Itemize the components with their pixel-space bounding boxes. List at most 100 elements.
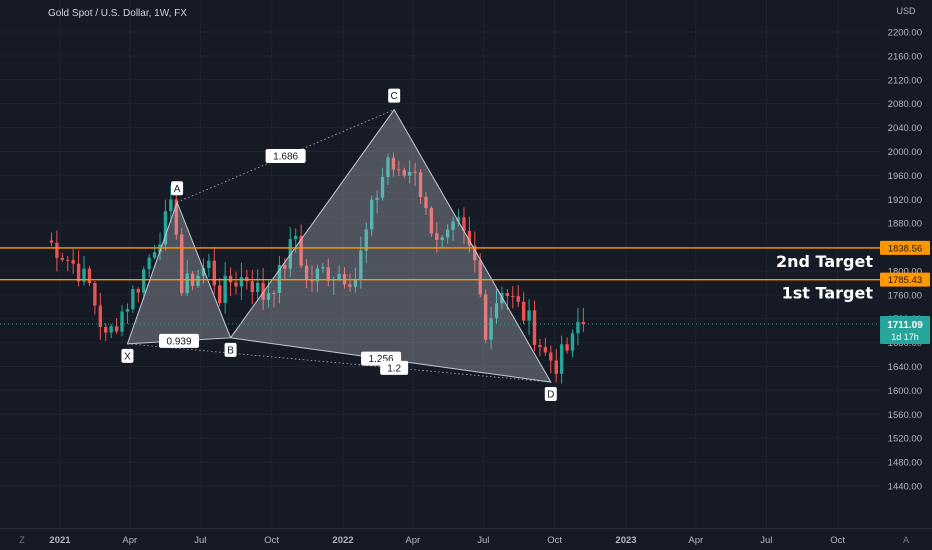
time-tick-label: Apr bbox=[122, 535, 137, 546]
candle-body bbox=[125, 309, 130, 312]
candle-body bbox=[109, 326, 113, 333]
ratio-label: 1.2 bbox=[380, 360, 409, 375]
candle-body bbox=[104, 326, 108, 333]
price-tick-label: 1520.00 bbox=[888, 434, 922, 445]
time-tick-label: 2022 bbox=[332, 535, 353, 546]
pattern-point-label: C bbox=[391, 91, 398, 102]
candle-body bbox=[397, 169, 401, 171]
candle-body bbox=[500, 293, 504, 304]
price-tick-label: 1480.00 bbox=[888, 458, 922, 469]
ratio-label-box bbox=[265, 148, 306, 163]
candle-body bbox=[538, 345, 542, 348]
timezone-button[interactable]: Z bbox=[19, 535, 25, 545]
price-tick-label: 1640.00 bbox=[888, 362, 922, 373]
candle-body bbox=[261, 282, 265, 300]
pattern-point-label: X bbox=[124, 351, 131, 362]
candle-body bbox=[212, 260, 216, 286]
candle-body bbox=[55, 242, 59, 258]
candle-body bbox=[169, 199, 173, 212]
time-tick-label: 2023 bbox=[615, 535, 636, 546]
target-caption: 1st Target bbox=[782, 284, 874, 303]
candle-body bbox=[527, 310, 531, 321]
price-tick-label: 1760.00 bbox=[888, 290, 922, 301]
candle-body bbox=[348, 284, 352, 287]
candle-body bbox=[152, 252, 157, 258]
candle-body bbox=[223, 275, 227, 304]
candle-body bbox=[429, 208, 434, 234]
auto-scale-button[interactable]: A bbox=[903, 535, 909, 545]
price-tick-label: 2080.00 bbox=[888, 99, 922, 110]
candle-body bbox=[570, 333, 575, 351]
pattern-point-b[interactable]: B bbox=[224, 342, 237, 357]
candle-body bbox=[310, 280, 314, 282]
candle-body bbox=[505, 293, 510, 297]
ratio-label-text: 1.686 bbox=[273, 151, 298, 162]
current-price-tag bbox=[880, 316, 930, 345]
pattern-point-box bbox=[171, 181, 184, 196]
candle-body bbox=[386, 157, 390, 177]
ratio-label: 0.939 bbox=[159, 333, 200, 348]
pattern-point-c[interactable]: C bbox=[388, 88, 401, 103]
candle-body bbox=[473, 245, 477, 261]
ratio-line bbox=[127, 343, 551, 383]
pattern-point-box bbox=[121, 348, 134, 363]
candle-body bbox=[532, 310, 537, 346]
chart-title: Gold Spot / U.S. Dollar, 1W, FX bbox=[48, 8, 187, 19]
candle-body bbox=[76, 263, 81, 282]
pattern-point-x[interactable]: X bbox=[121, 348, 134, 363]
candle-body bbox=[174, 199, 178, 235]
pattern-point-label: D bbox=[547, 390, 554, 401]
ratio-line bbox=[176, 109, 395, 203]
price-tick-label: 1440.00 bbox=[888, 482, 922, 493]
candle-body bbox=[554, 360, 558, 374]
candle-body bbox=[380, 176, 385, 198]
candle-body bbox=[321, 267, 325, 269]
price-axis[interactable]: USD 2200.00 2160.00 2120.00 2080.00 2040.00 20… bbox=[880, 0, 932, 528]
pattern-point-d[interactable]: D bbox=[544, 387, 557, 402]
ratio-label-text: 0.939 bbox=[166, 336, 191, 347]
candle-body bbox=[418, 172, 423, 197]
pattern-point-a[interactable]: A bbox=[171, 181, 184, 196]
ratio-label-box bbox=[159, 333, 200, 348]
candle-body bbox=[66, 259, 70, 261]
candle-body bbox=[370, 199, 374, 230]
candle-body bbox=[272, 293, 276, 295]
candle-body bbox=[201, 268, 206, 276]
candle-body bbox=[82, 268, 86, 282]
price-tick-label: 2120.00 bbox=[888, 75, 922, 86]
candle-body bbox=[467, 230, 472, 246]
candle-body bbox=[304, 265, 309, 281]
candle-body bbox=[353, 279, 358, 287]
candle-body bbox=[294, 235, 298, 240]
candle-body bbox=[180, 234, 184, 294]
target-lines: 2nd Target 1st Target bbox=[0, 247, 880, 325]
price-tick-label: 1600.00 bbox=[888, 386, 922, 397]
candle-body bbox=[71, 260, 75, 264]
candle-body bbox=[375, 197, 379, 200]
candle-body bbox=[440, 237, 444, 240]
candle-body bbox=[250, 281, 254, 292]
ratio-line bbox=[127, 337, 231, 345]
candle-body bbox=[196, 275, 200, 286]
time-tick-label: Jul bbox=[760, 535, 772, 546]
candle-body bbox=[521, 301, 526, 321]
time-tick-label: Apr bbox=[405, 535, 420, 546]
candle-body bbox=[489, 318, 493, 340]
time-axis-bg bbox=[0, 528, 932, 550]
candle-body bbox=[565, 344, 569, 351]
candle-body bbox=[364, 229, 368, 251]
price-tick-label: 2000.00 bbox=[888, 147, 922, 158]
candle-body bbox=[185, 273, 189, 294]
price-tick-label: 2200.00 bbox=[888, 28, 922, 39]
candle-body bbox=[98, 305, 103, 327]
candle-body bbox=[543, 347, 548, 353]
candle-body bbox=[494, 303, 499, 319]
candle-body bbox=[456, 217, 461, 222]
candle-body bbox=[391, 157, 396, 170]
candle-body bbox=[337, 273, 341, 280]
time-axis[interactable]: 2021 Apr Jul Oct 2022 Apr Jul Oct 2023 Apr Jul Oct Z… bbox=[0, 528, 932, 550]
candle-body bbox=[559, 344, 564, 374]
candle-body bbox=[549, 352, 553, 361]
